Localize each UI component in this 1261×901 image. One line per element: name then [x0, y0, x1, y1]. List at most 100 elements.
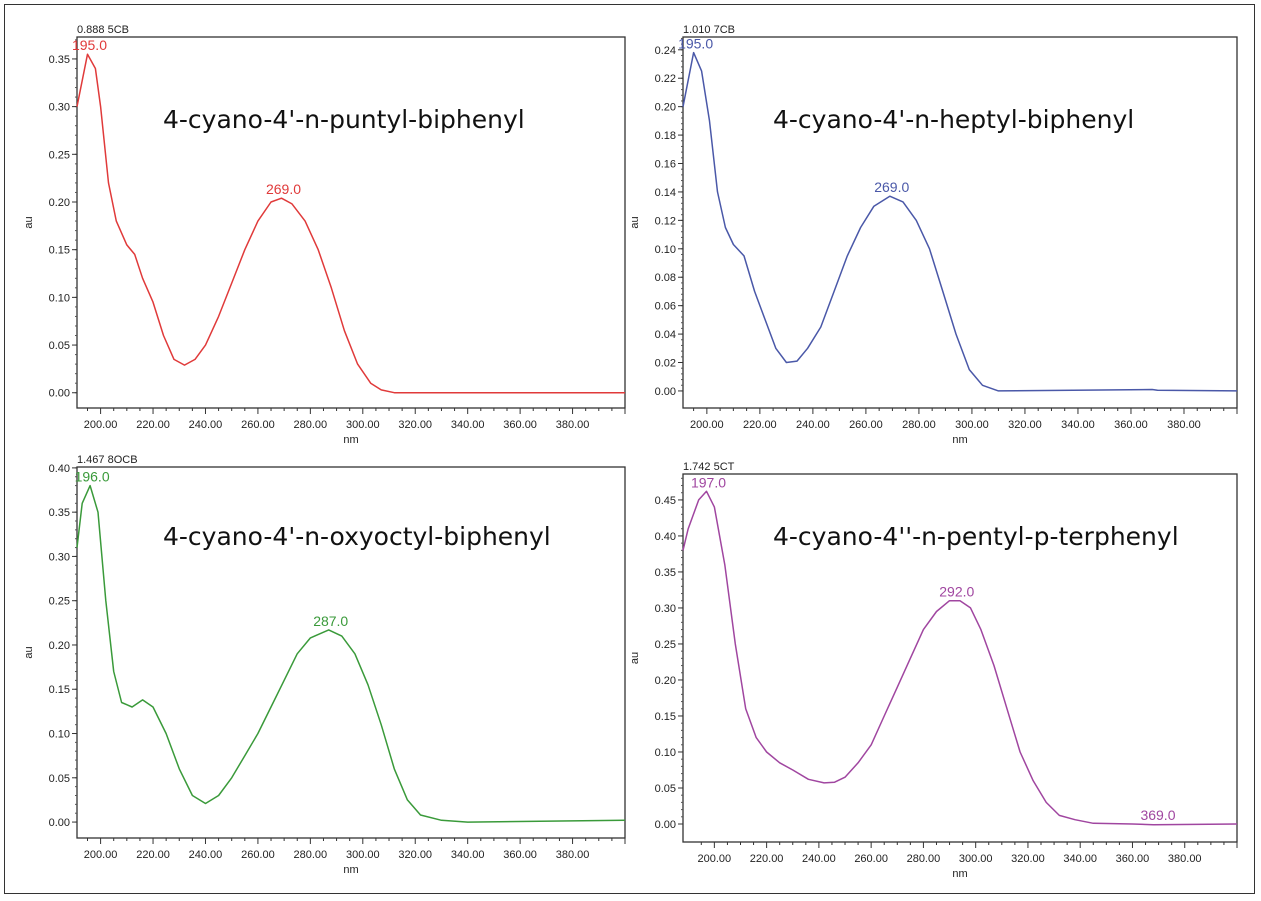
y-tick-label: 0.04 — [655, 329, 676, 341]
x-tick-label: 300.00 — [346, 419, 380, 431]
spectrum-line — [682, 51, 1238, 392]
panel-header: 1.742 5CT — [683, 461, 735, 473]
y-tick-label: 0.20 — [655, 675, 676, 687]
x-tick-label: 340.00 — [1063, 853, 1097, 865]
x-axis-label: nm — [952, 434, 967, 446]
y-tick-label: 0.15 — [655, 711, 676, 723]
x-tick-label: 320.00 — [1008, 419, 1042, 431]
peak-label: 196.0 — [75, 469, 110, 485]
y-tick-label: 0.20 — [49, 640, 70, 652]
spectrum-panel-3: 1.467 8OCB 200.00 220.00 240.00 260.00 280.00… — [23, 454, 626, 876]
figure-frame — [4, 4, 1255, 894]
x-tick-label: 300.00 — [955, 419, 989, 431]
x-tick-label: 380.00 — [1167, 419, 1201, 431]
plot-area — [682, 473, 1238, 843]
y-tick-label: 0.02 — [655, 358, 676, 370]
x-tick-label: 200.00 — [84, 849, 118, 861]
x-tick-label: 380.00 — [556, 849, 590, 861]
y-tick-label: 0.30 — [49, 102, 70, 114]
x-tick-label: 300.00 — [346, 849, 380, 861]
y-tick-label: 0.20 — [655, 102, 676, 114]
x-axis-label: nm — [343, 434, 358, 446]
compound-title: 4-cyano-4''-n-pentyl-p-terphenyl — [773, 522, 1179, 551]
spectrum-line — [682, 490, 1238, 826]
y-tick-label: 0.05 — [49, 773, 70, 785]
y-tick-label: 0.22 — [655, 73, 676, 85]
x-tick-label: 360.00 — [503, 849, 537, 861]
y-tick-label: 0.30 — [655, 603, 676, 615]
compound-title: 4-cyano-4'-n-oxyoctyl-biphenyl — [163, 522, 551, 551]
y-tick-label: 0.12 — [655, 215, 676, 227]
y-tick-label: 0.10 — [49, 292, 70, 304]
x-tick-label: 320.00 — [398, 419, 432, 431]
y-axis-label: au — [23, 216, 35, 228]
x-tick-label: 200.00 — [84, 419, 118, 431]
x-tick-label: 320.00 — [1011, 853, 1045, 865]
plot-area — [76, 36, 626, 409]
x-tick-label: 260.00 — [241, 849, 275, 861]
peak-label: 369.0 — [1140, 807, 1175, 823]
x-tick-label: 240.00 — [189, 419, 223, 431]
peak-label: 269.0 — [874, 179, 909, 195]
x-tick-label: 280.00 — [294, 419, 328, 431]
y-tick-label: 0.40 — [655, 531, 676, 543]
x-tick-label: 320.00 — [398, 849, 432, 861]
y-tick-label: 0.00 — [655, 819, 676, 831]
x-tick-label: 360.00 — [1114, 419, 1148, 431]
x-tick-label: 240.00 — [189, 849, 223, 861]
plot-area — [682, 36, 1238, 409]
x-tick-label: 360.00 — [1116, 853, 1150, 865]
spectrum-panel-1: 0.888 5CB 200.00 220.00 240.00 260.00 280.00 3… — [23, 24, 626, 446]
spectrum-line — [76, 484, 626, 823]
y-tick-label: 0.25 — [49, 149, 70, 161]
panel-header: 1.467 8OCB — [77, 454, 138, 466]
y-tick-label: 0.35 — [49, 507, 70, 519]
panel-header: 1.010 7CB — [683, 24, 735, 36]
y-tick-label: 0.45 — [655, 495, 676, 507]
y-tick-label: 0.35 — [655, 567, 676, 579]
peak-label: 269.0 — [266, 181, 301, 197]
x-tick-label: 220.00 — [136, 849, 170, 861]
x-tick-label: 260.00 — [241, 419, 275, 431]
x-axis-label: nm — [952, 868, 967, 880]
x-tick-label: 220.00 — [750, 853, 784, 865]
y-tick-label: 0.06 — [655, 301, 676, 313]
y-tick-label: 0.14 — [655, 187, 676, 199]
x-tick-label: 240.00 — [802, 853, 836, 865]
y-tick-label: 0.16 — [655, 159, 676, 171]
x-tick-label: 380.00 — [556, 419, 590, 431]
x-tick-label: 300.00 — [959, 853, 993, 865]
x-tick-label: 260.00 — [849, 419, 883, 431]
y-tick-label: 0.00 — [49, 817, 70, 829]
y-tick-label: 0.18 — [655, 130, 676, 142]
x-tick-label: 340.00 — [451, 419, 485, 431]
x-tick-label: 340.00 — [1061, 419, 1095, 431]
x-tick-label: 220.00 — [136, 419, 170, 431]
spectrum-panel-4: 1.742 5CT 200.00 220.00 240.00 260.00 280.00 3… — [629, 461, 1238, 880]
spectrum-panel-2: 1.010 7CB 200.00 220.00 240.00 260.00 280.00 3… — [629, 24, 1238, 446]
y-tick-label: 0.40 — [49, 463, 70, 475]
x-tick-label: 200.00 — [698, 853, 732, 865]
peak-label: 292.0 — [939, 584, 974, 600]
x-tick-label: 340.00 — [451, 849, 485, 861]
compound-title: 4-cyano-4'-n-puntyl-biphenyl — [163, 105, 525, 134]
y-tick-label: 0.08 — [655, 272, 676, 284]
panel-header: 0.888 5CB — [77, 24, 129, 36]
y-tick-label: 0.10 — [655, 244, 676, 256]
peak-label: 197.0 — [691, 474, 726, 490]
plot-area — [76, 466, 626, 839]
x-tick-label: 280.00 — [902, 419, 936, 431]
x-tick-label: 280.00 — [907, 853, 941, 865]
x-tick-label: 220.00 — [743, 419, 777, 431]
x-tick-label: 260.00 — [854, 853, 888, 865]
y-tick-label: 0.00 — [655, 386, 676, 398]
peak-label: 195.0 — [72, 37, 107, 53]
y-axis-label: au — [629, 652, 641, 664]
x-tick-label: 280.00 — [294, 849, 328, 861]
y-tick-label: 0.25 — [49, 596, 70, 608]
y-tick-label: 0.25 — [655, 639, 676, 651]
y-tick-label: 0.15 — [49, 684, 70, 696]
y-axis-label: au — [629, 216, 641, 228]
y-tick-label: 0.30 — [49, 551, 70, 563]
